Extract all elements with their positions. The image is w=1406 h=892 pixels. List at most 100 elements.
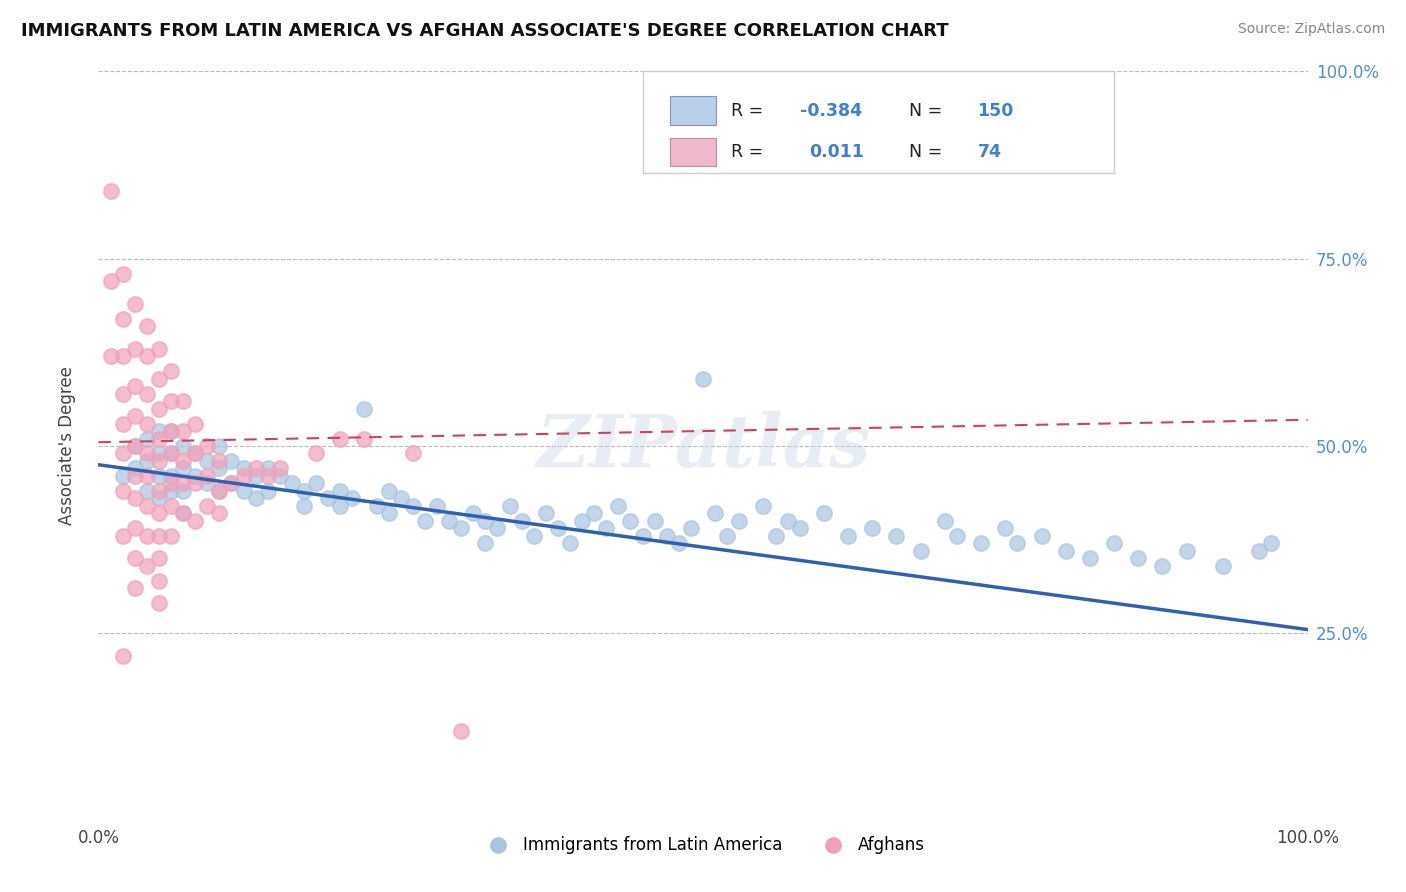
Point: [510, 514, 533, 528]
Point: [148, 469, 170, 483]
Point: [583, 507, 606, 521]
Point: [160, 499, 183, 513]
Point: [148, 551, 170, 566]
Point: [172, 476, 194, 491]
Point: [172, 483, 194, 498]
Point: [389, 491, 412, 506]
Point: [135, 446, 157, 460]
Point: [160, 446, 183, 460]
Point: [148, 371, 170, 385]
Point: [172, 394, 194, 409]
Point: [595, 521, 617, 535]
Text: -0.384: -0.384: [800, 102, 862, 120]
Point: [111, 469, 134, 483]
Point: [135, 483, 157, 498]
Point: [813, 507, 835, 521]
Point: [256, 483, 278, 498]
Text: R =: R =: [731, 102, 769, 120]
Point: [160, 394, 183, 409]
Point: [148, 507, 170, 521]
Point: [111, 529, 134, 543]
Point: [124, 521, 146, 535]
Point: [111, 417, 134, 431]
Text: IMMIGRANTS FROM LATIN AMERICA VS AFGHAN ASSOCIATE'S DEGREE CORRELATION CHART: IMMIGRANTS FROM LATIN AMERICA VS AFGHAN …: [21, 22, 949, 40]
Point: [486, 521, 509, 535]
Point: [100, 274, 122, 288]
Point: [160, 469, 183, 483]
Point: [934, 514, 956, 528]
Point: [135, 469, 157, 483]
Point: [160, 483, 183, 498]
Point: [402, 446, 425, 460]
Point: [221, 476, 243, 491]
Point: [668, 536, 690, 550]
Point: [245, 461, 267, 475]
Point: [994, 521, 1017, 535]
Point: [292, 499, 315, 513]
FancyBboxPatch shape: [671, 137, 716, 166]
Point: [100, 349, 122, 363]
Point: [232, 461, 254, 475]
Point: [135, 529, 157, 543]
Point: [148, 574, 170, 588]
Point: [316, 491, 339, 506]
Point: [160, 364, 183, 378]
Point: [111, 349, 134, 363]
Point: [716, 529, 738, 543]
Point: [450, 521, 472, 535]
Point: [474, 536, 496, 550]
Point: [160, 446, 183, 460]
Point: [208, 507, 231, 521]
Point: [534, 507, 557, 521]
Point: [329, 432, 352, 446]
Point: [547, 521, 569, 535]
Point: [292, 483, 315, 498]
Text: 0.011: 0.011: [810, 143, 865, 161]
Point: [160, 476, 183, 491]
Point: [1212, 558, 1234, 573]
Point: [305, 476, 328, 491]
Point: [172, 507, 194, 521]
Point: [148, 596, 170, 610]
Point: [789, 521, 811, 535]
Text: R =: R =: [731, 143, 769, 161]
Point: [1054, 544, 1077, 558]
Point: [208, 439, 231, 453]
Point: [148, 342, 170, 356]
Point: [195, 439, 218, 453]
Point: [208, 483, 231, 498]
Point: [124, 439, 146, 453]
Point: [523, 529, 546, 543]
Point: [655, 529, 678, 543]
Point: [607, 499, 630, 513]
Point: [195, 469, 218, 483]
Point: [135, 499, 157, 513]
Point: [1249, 544, 1271, 558]
Point: [426, 499, 449, 513]
Point: [184, 446, 207, 460]
Text: 150: 150: [977, 102, 1014, 120]
Point: [704, 507, 727, 521]
Point: [111, 267, 134, 281]
Point: [124, 461, 146, 475]
Point: [377, 483, 399, 498]
FancyBboxPatch shape: [643, 71, 1114, 172]
Point: [124, 342, 146, 356]
Text: N =: N =: [908, 143, 948, 161]
Point: [208, 483, 231, 498]
Point: [232, 469, 254, 483]
Point: [256, 461, 278, 475]
Text: Source: ZipAtlas.com: Source: ZipAtlas.com: [1237, 22, 1385, 37]
FancyBboxPatch shape: [671, 96, 716, 125]
Point: [124, 409, 146, 423]
Point: [256, 469, 278, 483]
Point: [269, 469, 291, 483]
Point: [124, 582, 146, 596]
Point: [752, 499, 775, 513]
Point: [135, 417, 157, 431]
Point: [353, 401, 375, 416]
Point: [886, 529, 908, 543]
Point: [208, 454, 231, 468]
Point: [221, 476, 243, 491]
Point: [1102, 536, 1125, 550]
